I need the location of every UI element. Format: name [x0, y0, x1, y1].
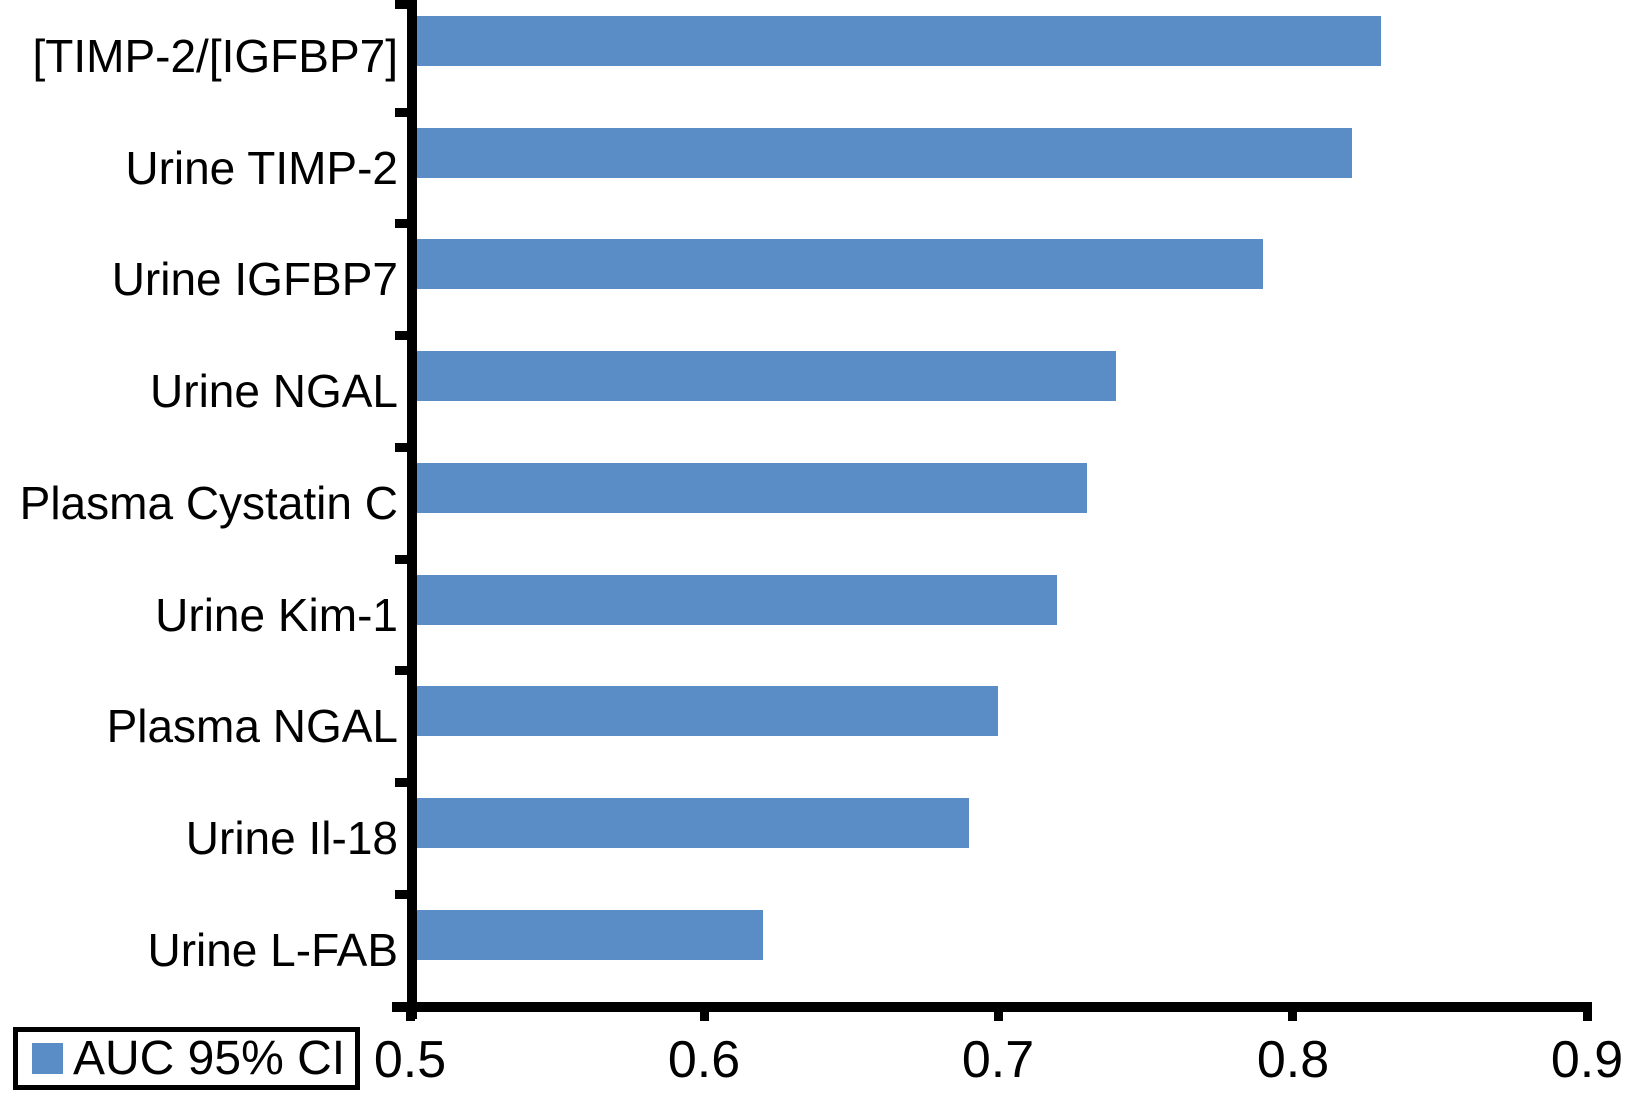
bar: [417, 463, 1087, 513]
x-tick-label: 0.8: [1256, 1031, 1330, 1089]
x-axis-tick: [1288, 1002, 1297, 1021]
bar: [417, 798, 969, 848]
legend-box: AUC 95% CI: [13, 1027, 360, 1090]
category-label: Plasma Cystatin C: [19, 477, 398, 529]
y-axis-tick: [395, 778, 417, 787]
x-axis-tick: [700, 1002, 709, 1021]
x-axis-tick: [994, 1002, 1003, 1021]
category-label: Urine Il-18: [185, 812, 398, 864]
legend-label: AUC 95% CI: [73, 1031, 346, 1085]
y-axis-tick: [395, 890, 417, 899]
y-axis-tick: [395, 219, 417, 228]
y-axis-tick: [395, 443, 417, 452]
y-axis-tick: [395, 331, 417, 340]
y-axis-tick: [395, 0, 417, 9]
y-axis-tick: [395, 555, 417, 564]
category-label: [TIMP-2/[IGFBP7]: [32, 30, 398, 82]
bar: [417, 575, 1057, 625]
category-label: Urine Kim-1: [155, 589, 398, 641]
x-axis-tick: [1583, 1002, 1592, 1021]
x-tick-label: 0.9: [1550, 1031, 1624, 1089]
bar: [417, 686, 998, 736]
category-label: Urine NGAL: [150, 365, 398, 417]
bar: [417, 351, 1116, 401]
category-label: Urine IGFBP7: [111, 253, 398, 305]
x-axis-tick: [406, 1002, 415, 1021]
bar: [417, 128, 1352, 178]
x-axis-line: [392, 1002, 1591, 1012]
x-tick-label: 0.7: [961, 1031, 1035, 1089]
category-label: Plasma NGAL: [106, 700, 398, 752]
y-axis-tick: [395, 108, 417, 117]
bar: [417, 239, 1263, 289]
x-tick-label: 0.5: [373, 1031, 447, 1089]
bar: [417, 16, 1381, 66]
category-label: Urine TIMP-2: [125, 142, 398, 194]
legend-swatch-icon: [32, 1043, 63, 1074]
category-label: Urine L-FAB: [147, 924, 398, 976]
x-tick-label: 0.6: [667, 1031, 741, 1089]
y-axis-tick: [395, 666, 417, 675]
bar: [417, 910, 763, 960]
y-axis-line: [407, 0, 417, 1019]
